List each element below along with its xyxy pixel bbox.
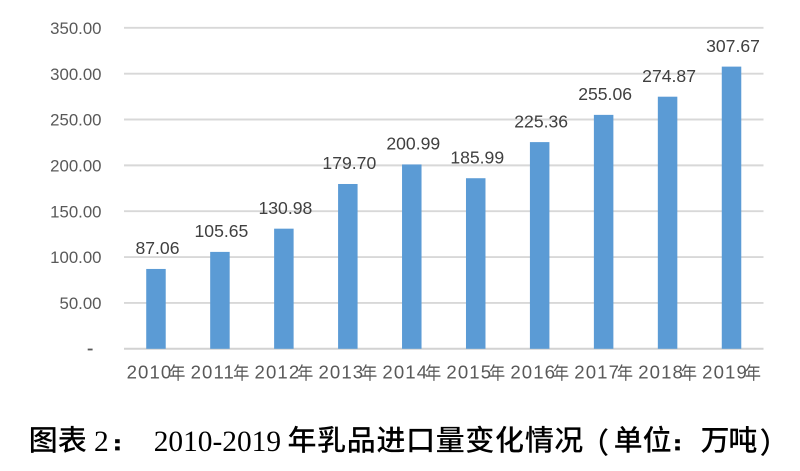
svg-text:307.67: 307.67: [706, 36, 760, 56]
svg-text:200.99: 200.99: [386, 134, 440, 154]
svg-text:350.00: 350.00: [50, 19, 101, 38]
svg-text:87.06: 87.06: [135, 238, 179, 258]
svg-text:2012: 2012: [255, 362, 301, 383]
svg-text:179.70: 179.70: [322, 153, 376, 173]
svg-text:250.00: 250.00: [50, 111, 101, 130]
svg-text:130.98: 130.98: [258, 198, 312, 218]
svg-text:150.00: 150.00: [50, 202, 101, 221]
svg-text:2: 2: [94, 426, 109, 458]
svg-text:105.65: 105.65: [195, 221, 249, 241]
svg-text:2011: 2011: [191, 362, 235, 383]
svg-text:200.00: 200.00: [50, 156, 101, 175]
svg-text:100.00: 100.00: [50, 248, 101, 267]
svg-text:185.99: 185.99: [450, 147, 504, 167]
svg-text:274.87: 274.87: [642, 66, 696, 86]
svg-text:2016: 2016: [510, 362, 556, 383]
svg-text:2019: 2019: [702, 362, 748, 383]
svg-text:50.00: 50.00: [60, 294, 102, 313]
svg-text:300.00: 300.00: [50, 65, 101, 84]
svg-text:2015: 2015: [446, 362, 492, 383]
svg-text:2014: 2014: [382, 362, 428, 383]
svg-text:2018: 2018: [638, 362, 684, 383]
svg-text:255.06: 255.06: [578, 84, 632, 104]
svg-text:2017: 2017: [574, 362, 620, 383]
svg-text:2013: 2013: [318, 362, 364, 383]
svg-text:225.36: 225.36: [514, 111, 568, 131]
svg-text:2010: 2010: [127, 362, 173, 383]
svg-text:2010-2019: 2010-2019: [154, 426, 281, 458]
